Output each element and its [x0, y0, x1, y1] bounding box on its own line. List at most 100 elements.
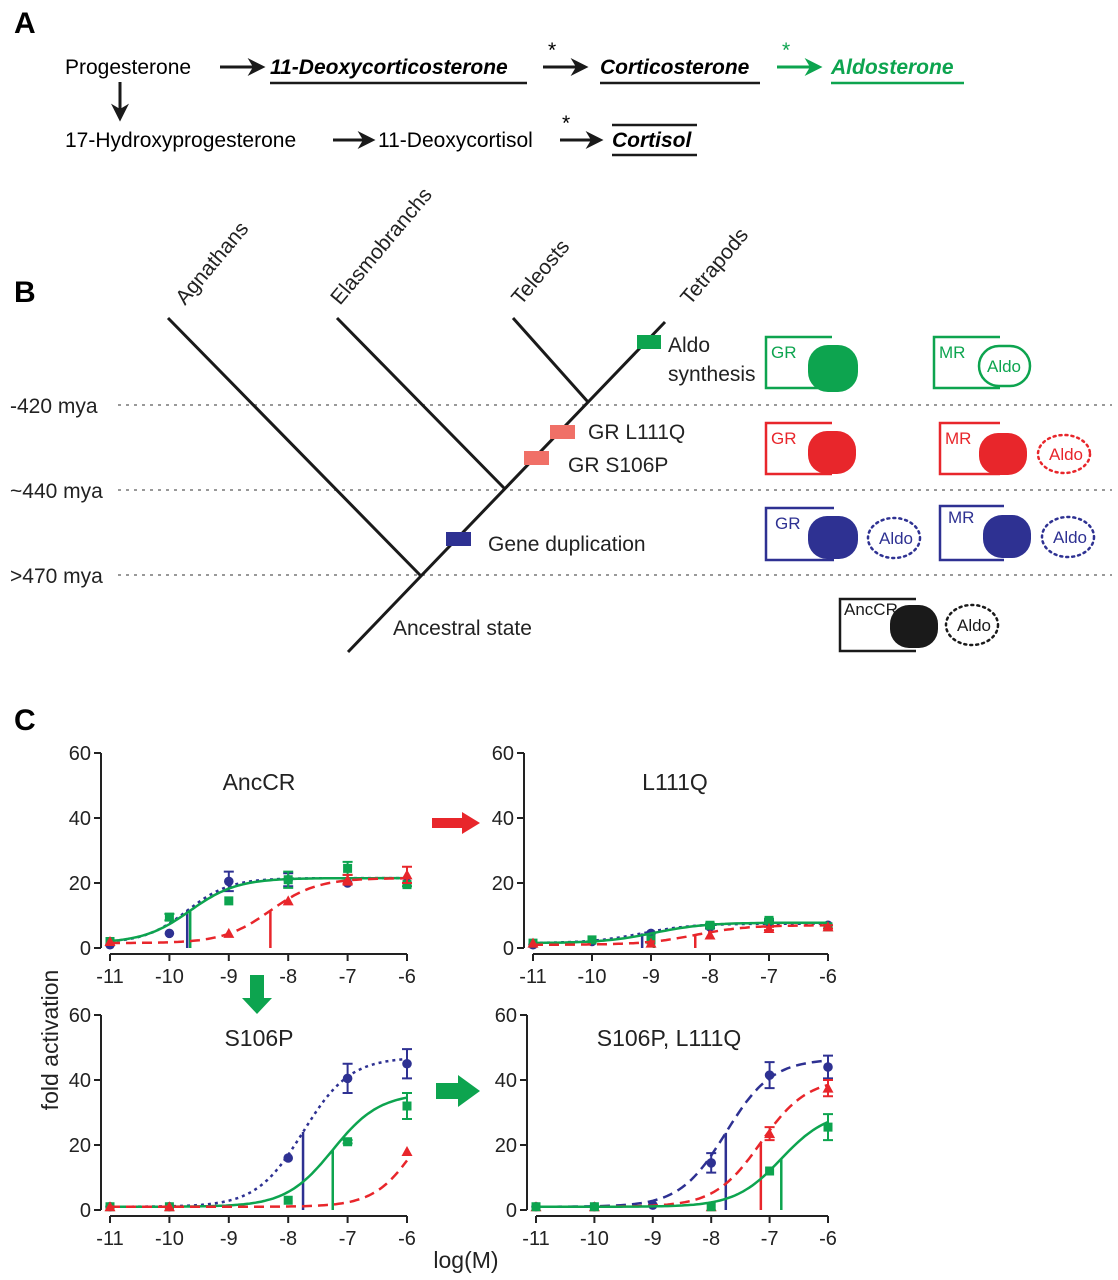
- data-point: [645, 937, 657, 948]
- receptor-gr-green: GR: [764, 335, 858, 392]
- y-tick-label: 60: [69, 1005, 91, 1027]
- data-point: [706, 1158, 716, 1168]
- data-point: [342, 1073, 353, 1084]
- fit-curve: [533, 924, 828, 946]
- star-dcortisol-cortisol: *: [562, 112, 570, 135]
- data-point: [704, 929, 716, 940]
- receptor-mr-green: MR Aldo: [932, 335, 1032, 390]
- aldo-unbound-black: [944, 603, 1000, 647]
- data-point: [104, 936, 116, 946]
- receptor-label-mr: MR: [939, 343, 965, 362]
- receptor-label-mr: MR: [948, 508, 974, 527]
- phylogenetic-tree: [166, 316, 667, 654]
- data-point: [402, 1101, 412, 1111]
- data-point: [164, 912, 174, 922]
- marker-aldo-synthesis: [637, 335, 661, 349]
- arrow-to-double: [436, 1075, 480, 1107]
- label-hydroxyprogesterone: 17-Hydroxyprogesterone: [65, 129, 296, 152]
- data-point: [283, 875, 293, 885]
- data-point: [282, 895, 294, 906]
- panel-a: A Progesterone 11-Deoxycorticosterone * …: [14, 7, 964, 157]
- y-tick-label: 40: [69, 808, 91, 830]
- label-aldo-synthesis-1: Aldo: [668, 334, 710, 357]
- label-deoxycorticosterone: 11-Deoxycorticosterone: [270, 56, 508, 79]
- marker-l111q: [550, 425, 575, 439]
- label-corticosterone: Corticosterone: [600, 56, 750, 79]
- receptor-gr-blue: GR Aldo: [764, 506, 922, 562]
- x-tick-label: -9: [220, 966, 238, 988]
- y-tick-label: 20: [495, 1135, 517, 1157]
- time-label-440: ~440 mya: [10, 480, 103, 503]
- y-tick-label: 20: [69, 873, 91, 895]
- data-point: [763, 923, 775, 933]
- marker-gene-duplication: [446, 532, 471, 546]
- receptor-mr-red: MR Aldo: [938, 421, 1092, 476]
- clade-tetrapods: Tetrapods: [676, 224, 753, 309]
- y-tick-label: 60: [492, 743, 514, 765]
- panel-letter-a: A: [14, 7, 36, 40]
- fit-curve: [109, 876, 407, 943]
- x-tick-label: -7: [339, 1228, 357, 1250]
- data-point: [589, 1202, 599, 1212]
- chart-3: 0 20 40 60 -11 -10 -9 -8 -7 -6 S106P, L111Q: [495, 1005, 837, 1250]
- y-tick-label: 0: [503, 938, 514, 960]
- y-tick-label: 40: [69, 1070, 91, 1092]
- series-green: [531, 1113, 833, 1212]
- data-point: [765, 1166, 775, 1176]
- label-gene-duplication: Gene duplication: [488, 533, 646, 556]
- data-point: [531, 1202, 541, 1212]
- ligand-blob-green: [808, 345, 858, 392]
- receptor-anccr: AncCR Aldo: [838, 597, 1000, 653]
- chart-2: 0 20 40 60 -11 -10 -9 -8 -7 -6 S106P: [69, 1005, 416, 1250]
- data-point: [223, 927, 235, 938]
- x-tick-label: -8: [701, 966, 719, 988]
- time-label-420: -420 mya: [10, 395, 98, 418]
- y-tick-label: 0: [80, 938, 91, 960]
- data-point: [224, 876, 234, 887]
- clade-elasmobranchs: Elasmobranchs: [326, 184, 437, 310]
- receptor-label-gr: GR: [771, 429, 797, 448]
- aldo-label-blue: Aldo: [879, 529, 913, 548]
- data-point: [343, 1137, 353, 1147]
- fit-curve: [533, 921, 828, 945]
- data-point: [343, 863, 353, 873]
- y-tick-label: 20: [492, 873, 514, 895]
- aldo-unbound-red: [1036, 433, 1092, 475]
- x-tick-label: -9: [644, 1228, 662, 1250]
- label-aldosterone: Aldosterone: [830, 56, 954, 79]
- x-tick-label: -11: [96, 1228, 123, 1250]
- panel-letter-b: B: [14, 276, 36, 309]
- aldo-label-blue: Aldo: [1053, 528, 1087, 547]
- data-point: [764, 1070, 775, 1080]
- chart-1: 0 20 40 60 -11 -10 -9 -8 -7 -6 L111Q: [492, 743, 837, 988]
- fit-curve: [110, 1096, 408, 1208]
- aldo-label-red: Aldo: [1049, 445, 1083, 464]
- series-blue: [105, 1048, 412, 1212]
- x-tick-label: -10: [155, 966, 184, 988]
- x-tick-label: -11: [522, 1228, 549, 1250]
- x-tick-label: -6: [398, 1228, 416, 1250]
- data-point: [164, 928, 175, 939]
- ligand-blob-red: [979, 433, 1027, 475]
- clade-agnathans: Agnathans: [171, 218, 253, 310]
- data-point: [822, 1082, 834, 1093]
- x-tick-label: -10: [578, 966, 607, 988]
- fit-curve: [536, 1059, 829, 1208]
- data-point: [401, 869, 413, 880]
- ligand-blob-red: [808, 431, 856, 474]
- y-tick-label: 20: [69, 1135, 91, 1157]
- clade-teleosts: Teleosts: [507, 235, 574, 309]
- chart-title: S106P: [224, 1025, 293, 1051]
- fit-curve: [536, 1120, 829, 1208]
- aldo-unbound-blue: [866, 516, 922, 560]
- y-tick-label: 0: [80, 1200, 91, 1222]
- aldo-label-black: Aldo: [957, 616, 991, 635]
- x-tick-label: -7: [761, 1228, 779, 1250]
- x-tick-label: -9: [220, 1228, 238, 1250]
- fit-curve: [109, 877, 407, 945]
- y-tick-label: 40: [495, 1070, 517, 1092]
- data-point: [283, 1153, 294, 1163]
- ligand-blob-blue: [983, 515, 1031, 558]
